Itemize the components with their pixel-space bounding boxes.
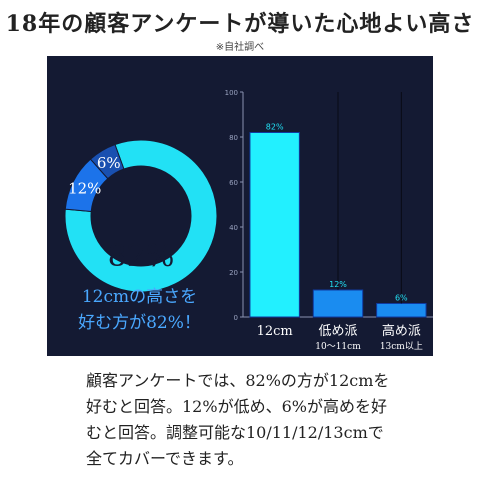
y-tick-label: 40 <box>229 224 238 232</box>
donut-slice-label: 6% <box>97 154 121 172</box>
donut-slice <box>89 143 125 180</box>
bar-data-label: 82% <box>266 123 284 132</box>
x-tick-label: 12cm <box>257 324 293 339</box>
description-text: 顧客アンケートでは、82%の方が12cmを 好むと回答。12%が低め、6%が高め… <box>86 368 416 472</box>
survey-note: ※自社調べ <box>215 42 265 53</box>
donut-caption: 12cmの高さを 好む方が82%！ <box>47 284 232 336</box>
y-tick-label: 20 <box>229 269 238 277</box>
description-line: 好むと回答。12%が低め、6%が高めを好 <box>86 397 387 416</box>
bar-data-label: 12% <box>329 280 347 289</box>
y-tick-label: 80 <box>229 134 238 142</box>
donut-slice-label: 12% <box>68 180 101 198</box>
bar <box>249 132 300 318</box>
bar <box>376 303 427 318</box>
y-tick-label: 100 <box>225 89 238 97</box>
x-tick-sublabel: 10〜11cm <box>315 342 361 352</box>
chart-svg: 82% 12% 6% 0 20 40 60 80 100 82% 12cm 12% 低め派 10〜11cm… <box>64 89 433 352</box>
donut-caption-line1: 12cmの高さを <box>81 287 198 307</box>
x-tick-label: 低め派 <box>318 324 357 339</box>
page-title: 18年の顧客アンケートが導いた心地よい高さ <box>5 11 475 37</box>
y-tick-label: 0 <box>234 314 238 322</box>
donut-slice-label: 82% <box>108 239 175 274</box>
description-line: 全てカバーできます。 <box>86 449 244 468</box>
y-tick-label: 60 <box>229 179 238 187</box>
donut-caption-line2: 好む方が82%！ <box>78 313 201 333</box>
bar <box>312 289 364 318</box>
x-tick-sublabel: 13cm以上 <box>380 341 423 352</box>
description-line: むと回答。調整可能な10/11/12/13cmで <box>86 423 384 442</box>
description-line: 顧客アンケートでは、82%の方が12cmを <box>86 371 390 390</box>
donut-slice <box>64 139 218 293</box>
bar-data-label: 6% <box>395 294 408 303</box>
x-tick-label: 高め派 <box>382 323 421 339</box>
chart-panel: 82% 12% 6% 0 20 40 60 80 100 82% 12cm 12% 低め派 10〜11cm… <box>47 56 433 356</box>
